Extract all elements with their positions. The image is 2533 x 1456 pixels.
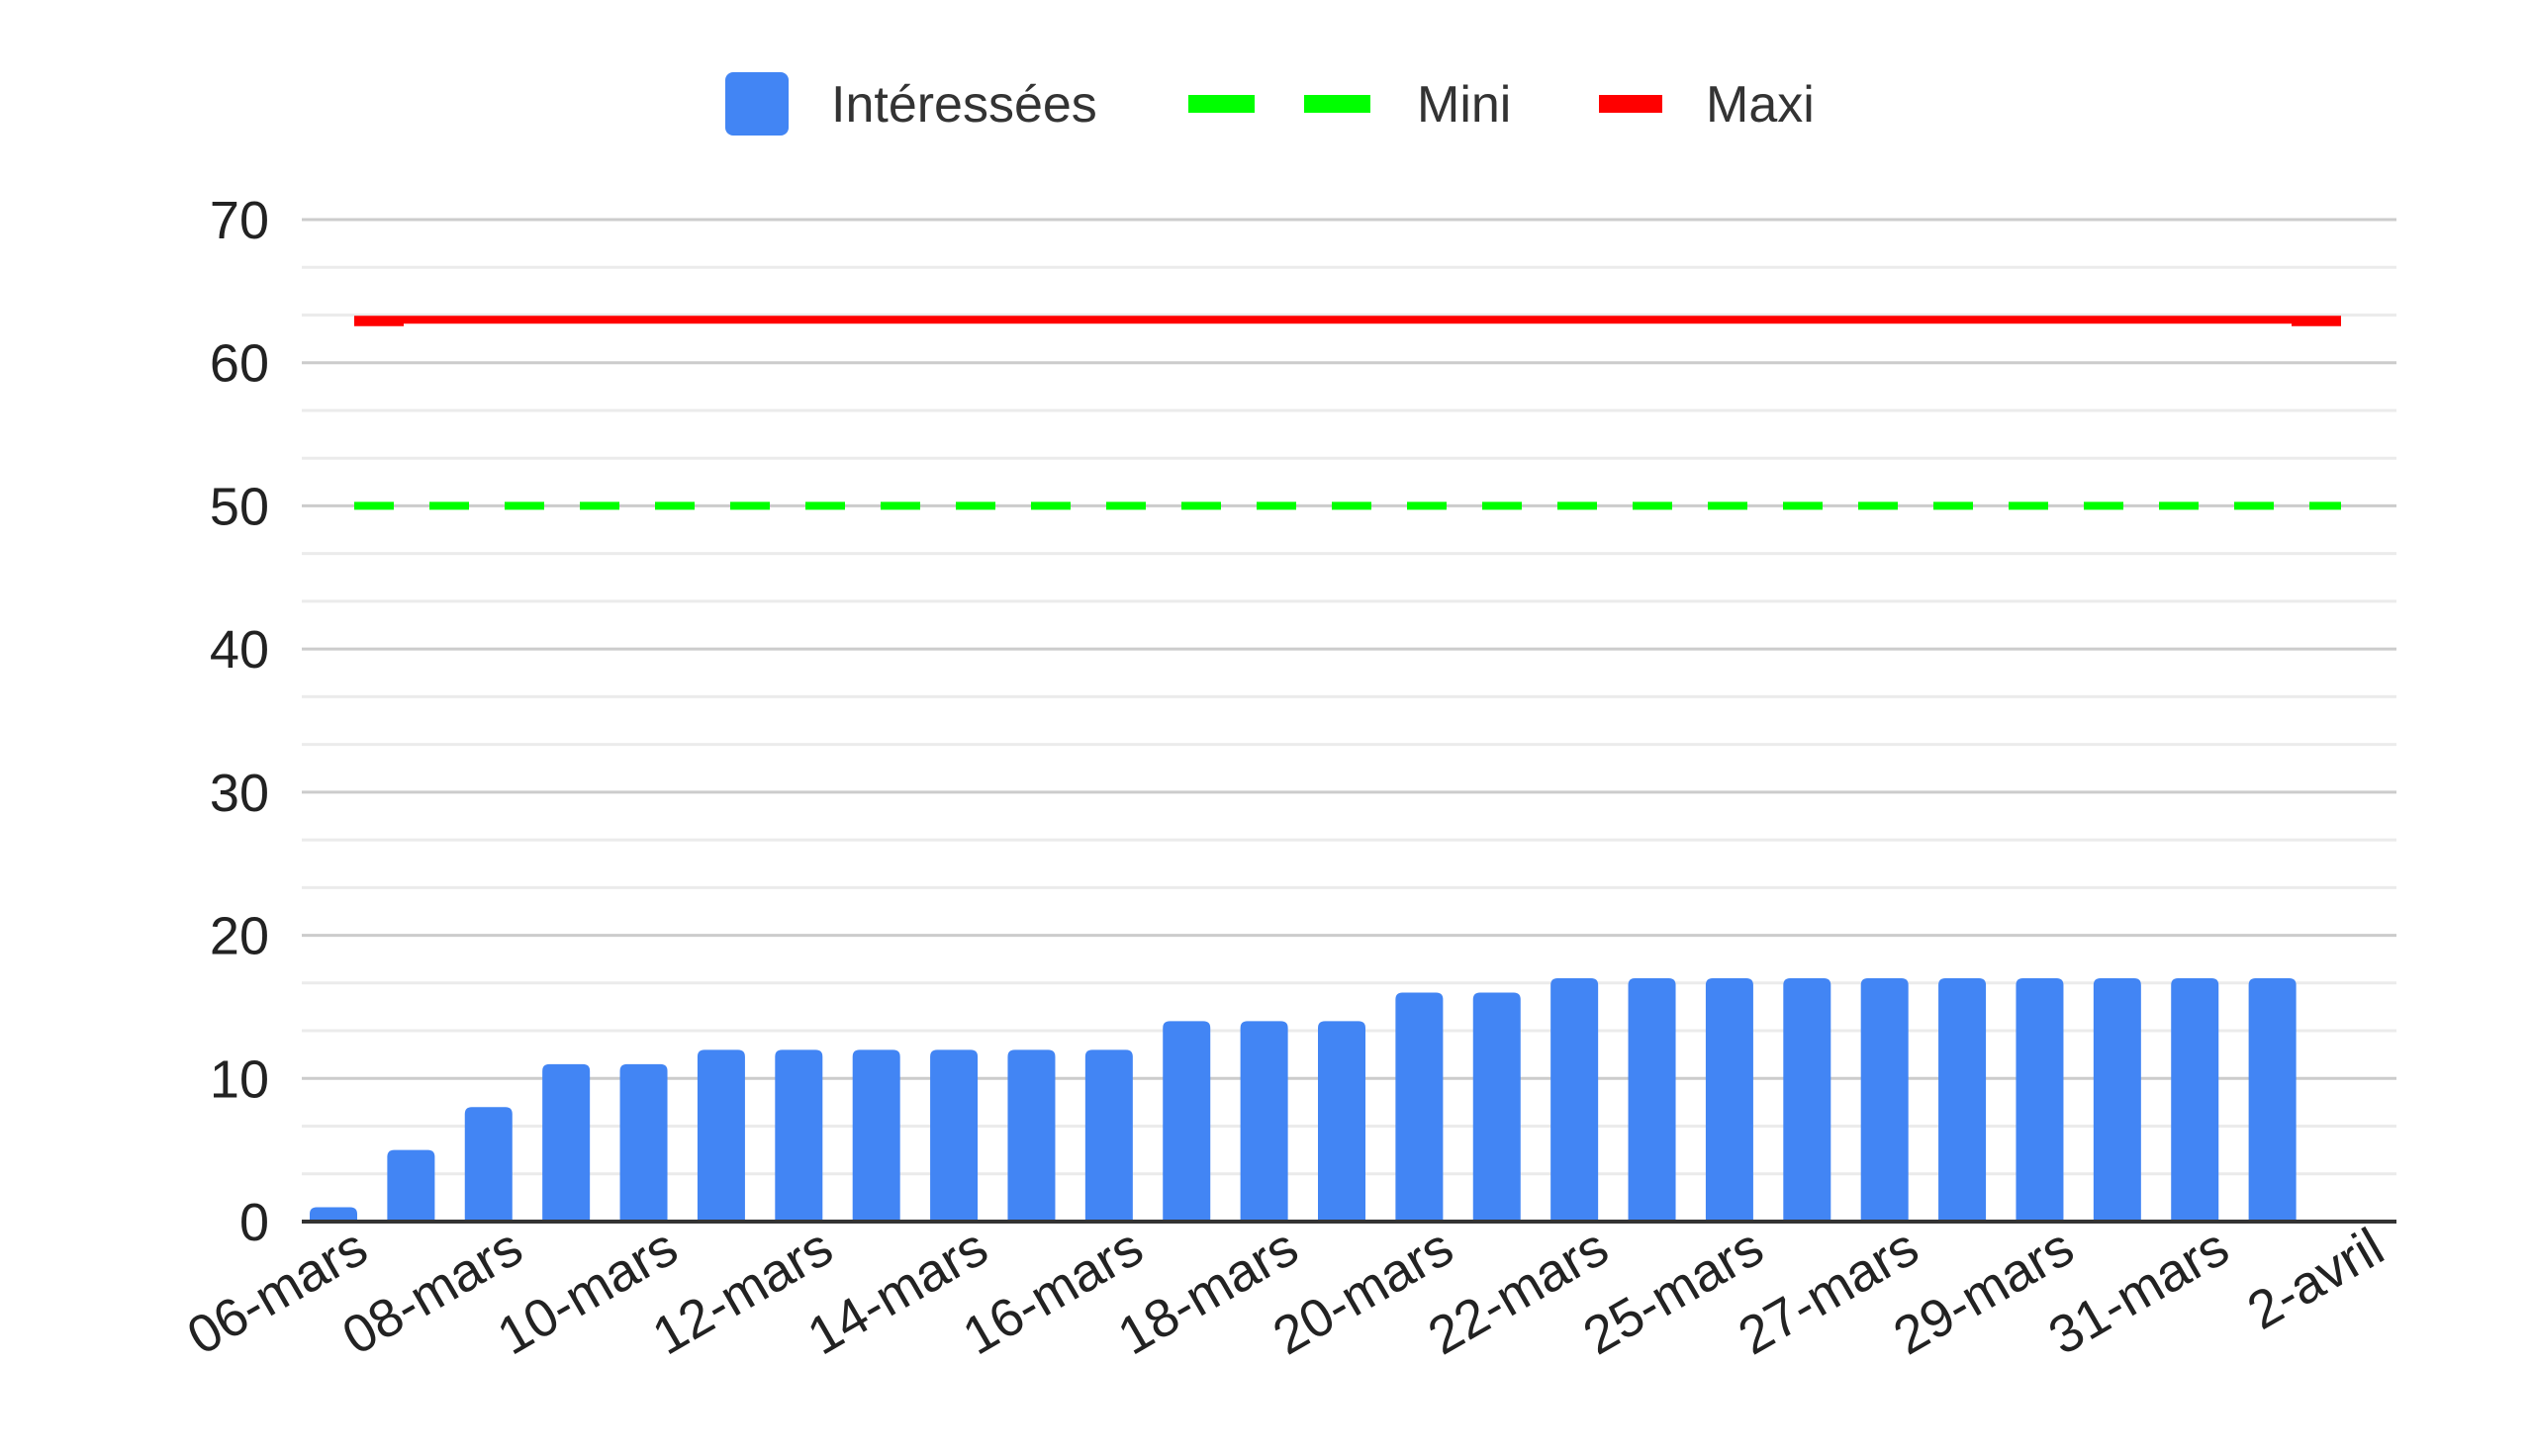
bar (2093, 977, 2141, 1222)
legend-label-maxi: Maxi (1706, 76, 1815, 134)
y-tick-label: 60 (210, 334, 269, 394)
y-tick-label: 40 (210, 620, 269, 680)
legend: Intéressées Mini Maxi (725, 72, 1815, 136)
bar (1860, 977, 1909, 1222)
bar (1084, 1049, 1133, 1222)
bar (1628, 977, 1676, 1222)
legend-label-interessees: Intéressées (831, 76, 1097, 134)
bar (852, 1049, 900, 1222)
bar (2248, 977, 2297, 1222)
y-tick-label: 70 (210, 191, 269, 250)
bar (1163, 1021, 1211, 1222)
x-tick-label: 14-mars (798, 1217, 998, 1366)
x-tick-label: 10-mars (488, 1217, 688, 1366)
bar (1472, 992, 1521, 1222)
x-tick-label: 27-mars (1729, 1217, 1928, 1366)
bar (1007, 1049, 1056, 1222)
grid (302, 218, 2396, 1176)
x-tick-label: 20-mars (1264, 1217, 1463, 1366)
y-tick-label: 50 (210, 477, 269, 536)
bar (1240, 1021, 1288, 1222)
bar (1395, 992, 1444, 1222)
x-tick-label: 12-mars (643, 1217, 843, 1366)
bars (310, 977, 2297, 1222)
x-tick-label: 2-avril (2238, 1217, 2393, 1340)
reference-lines (354, 316, 2341, 510)
x-tick-label: 18-mars (1108, 1217, 1308, 1366)
x-tick-label: 06-mars (177, 1217, 377, 1366)
x-tick-label: 31-mars (2039, 1217, 2239, 1366)
bar (310, 1207, 357, 1222)
x-tick-label: 08-mars (332, 1217, 532, 1366)
y-tick-label: 20 (210, 907, 269, 966)
legend-label-mini: Mini (1417, 76, 1511, 134)
bar (387, 1149, 435, 1222)
bar (775, 1049, 823, 1222)
legend-swatch-interessees (725, 72, 789, 136)
bar (697, 1049, 745, 1222)
bar (1938, 977, 1987, 1222)
bar (1550, 977, 1599, 1222)
y-tick-label: 10 (210, 1049, 269, 1109)
y-tick-label: 30 (210, 764, 269, 823)
bar (930, 1049, 979, 1222)
bar (464, 1107, 513, 1222)
y-tick-label: 0 (239, 1193, 269, 1252)
x-tick-label: 16-mars (953, 1217, 1153, 1366)
bar (542, 1063, 591, 1222)
bar (1783, 977, 1831, 1222)
bar (1705, 977, 1753, 1222)
bar (2016, 977, 2064, 1222)
x-tick-label: 25-mars (1573, 1217, 1773, 1366)
x-tick-label: 22-mars (1419, 1217, 1619, 1366)
bar (1318, 1021, 1365, 1222)
bar (619, 1063, 668, 1222)
x-tick-label: 29-mars (1884, 1217, 2084, 1366)
bar (2171, 977, 2219, 1222)
